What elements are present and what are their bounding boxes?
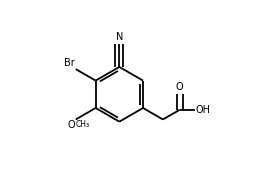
Text: CH₃: CH₃: [75, 120, 89, 129]
Text: O: O: [176, 82, 184, 92]
Text: OH: OH: [196, 105, 211, 115]
Text: N: N: [116, 32, 123, 42]
Text: O: O: [67, 120, 75, 130]
Text: Br: Br: [64, 58, 74, 68]
